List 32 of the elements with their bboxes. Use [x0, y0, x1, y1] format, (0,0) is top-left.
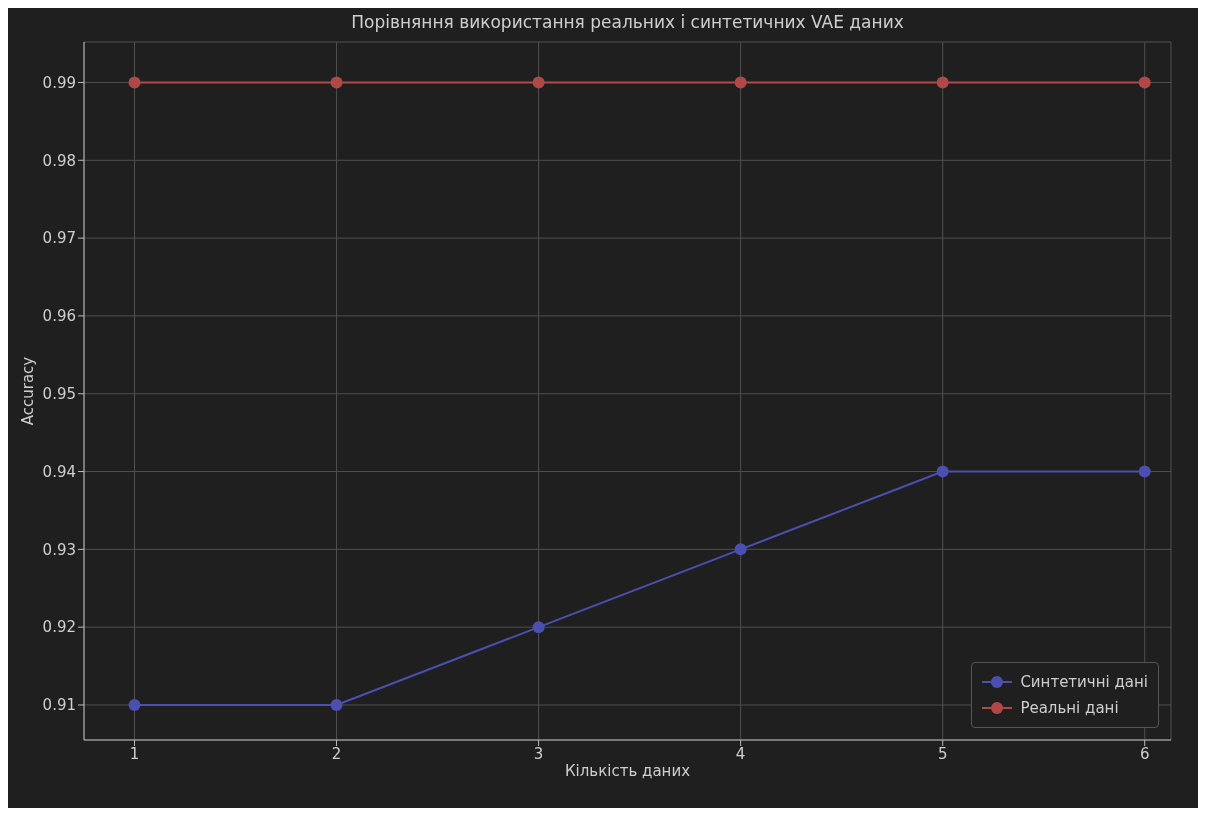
- point: [330, 76, 343, 89]
- point: [734, 543, 747, 556]
- point: [936, 465, 949, 478]
- y-tick-label: 0.92: [42, 618, 76, 637]
- x-axis-title: Кількість даних: [563, 762, 692, 780]
- y-axis-title: Accuracy: [19, 356, 38, 426]
- legend-label: Синтетичні дані: [1020, 672, 1148, 693]
- point: [128, 698, 141, 711]
- x-tick-label: 4: [735, 744, 746, 763]
- point: [734, 76, 747, 89]
- y-tick-label: 0.91: [42, 696, 76, 715]
- x-tick-label: 1: [129, 744, 140, 763]
- point: [936, 76, 949, 89]
- point: [330, 698, 343, 711]
- y-tick-label: 0.95: [42, 385, 76, 404]
- y-tick-label: 0.94: [42, 462, 76, 481]
- chart-title: Порівняння використання реальних і синтетичних VAE даних: [350, 12, 905, 32]
- legend-label: Реальні дані: [1020, 698, 1119, 719]
- y-tick-label: 0.96: [42, 307, 76, 326]
- x-tick-label: 2: [331, 744, 342, 763]
- y-tick-label: 0.99: [42, 73, 76, 92]
- point: [532, 621, 545, 634]
- x-tick-label: 6: [1139, 744, 1150, 763]
- point: [532, 76, 545, 89]
- x-tick-label: 5: [937, 744, 948, 763]
- point: [1138, 465, 1151, 478]
- y-tick-label: 0.97: [42, 229, 76, 248]
- y-tick-label: 0.98: [42, 151, 76, 170]
- x-tick-label: 3: [533, 744, 544, 763]
- point: [128, 76, 141, 89]
- point: [1138, 76, 1151, 89]
- y-tick-label: 0.93: [42, 540, 76, 559]
